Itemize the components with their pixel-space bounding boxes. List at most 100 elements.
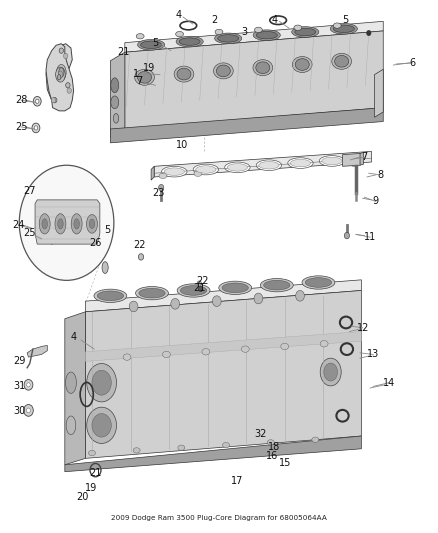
Ellipse shape (267, 440, 274, 445)
Ellipse shape (330, 23, 357, 34)
Text: 24: 24 (12, 220, 25, 230)
Ellipse shape (141, 41, 162, 49)
Polygon shape (85, 290, 361, 458)
Ellipse shape (56, 67, 65, 82)
Ellipse shape (34, 126, 38, 130)
Ellipse shape (312, 437, 319, 442)
Text: 1: 1 (133, 69, 139, 78)
Ellipse shape (227, 164, 247, 171)
Ellipse shape (254, 293, 263, 304)
Ellipse shape (294, 25, 302, 30)
Ellipse shape (253, 60, 272, 76)
Text: 21: 21 (193, 283, 205, 293)
Ellipse shape (319, 156, 345, 166)
Ellipse shape (333, 25, 354, 33)
Ellipse shape (35, 99, 39, 103)
Ellipse shape (48, 238, 55, 247)
Text: 12: 12 (357, 323, 369, 333)
Ellipse shape (59, 68, 64, 77)
Polygon shape (374, 69, 383, 117)
Ellipse shape (159, 173, 167, 179)
Ellipse shape (129, 301, 138, 312)
Ellipse shape (138, 254, 144, 260)
Ellipse shape (87, 364, 117, 402)
Polygon shape (110, 52, 125, 138)
Ellipse shape (27, 383, 30, 387)
Ellipse shape (66, 416, 76, 435)
Text: 25: 25 (24, 229, 36, 238)
Ellipse shape (71, 214, 82, 234)
Ellipse shape (138, 39, 165, 50)
Ellipse shape (176, 36, 203, 47)
Ellipse shape (24, 405, 33, 416)
Polygon shape (125, 31, 383, 129)
Ellipse shape (27, 408, 31, 413)
Ellipse shape (296, 290, 304, 301)
Ellipse shape (332, 53, 351, 69)
Ellipse shape (97, 291, 124, 301)
Ellipse shape (162, 166, 187, 177)
Ellipse shape (292, 27, 319, 37)
Ellipse shape (176, 31, 184, 37)
Ellipse shape (320, 341, 328, 347)
Ellipse shape (74, 219, 79, 229)
Text: 32: 32 (254, 430, 267, 439)
Ellipse shape (32, 123, 40, 133)
Ellipse shape (179, 38, 200, 45)
Text: 27: 27 (24, 186, 36, 196)
Ellipse shape (102, 262, 108, 273)
Ellipse shape (135, 287, 168, 300)
Ellipse shape (367, 30, 371, 36)
Ellipse shape (111, 78, 119, 93)
Text: 28: 28 (15, 95, 27, 105)
Ellipse shape (86, 215, 97, 233)
Ellipse shape (59, 48, 64, 53)
Ellipse shape (253, 30, 280, 41)
Ellipse shape (41, 230, 45, 233)
Ellipse shape (225, 162, 250, 173)
Ellipse shape (33, 96, 41, 106)
Text: 4: 4 (71, 332, 77, 342)
Text: 29: 29 (14, 357, 26, 366)
Ellipse shape (197, 281, 201, 286)
Ellipse shape (196, 166, 216, 173)
Polygon shape (343, 154, 363, 166)
Ellipse shape (66, 372, 76, 393)
Text: 5: 5 (152, 38, 159, 47)
Ellipse shape (290, 159, 311, 167)
Polygon shape (46, 44, 74, 111)
Ellipse shape (320, 358, 341, 386)
Text: 2: 2 (212, 15, 218, 25)
Ellipse shape (39, 228, 46, 236)
Ellipse shape (53, 98, 57, 103)
Ellipse shape (215, 33, 242, 44)
Ellipse shape (113, 114, 119, 123)
Text: 22: 22 (133, 240, 145, 250)
Ellipse shape (58, 71, 63, 78)
Ellipse shape (89, 219, 95, 229)
Ellipse shape (194, 171, 202, 176)
Ellipse shape (111, 96, 119, 109)
Text: 6: 6 (410, 58, 416, 68)
Ellipse shape (264, 280, 290, 290)
Ellipse shape (177, 68, 191, 80)
Polygon shape (65, 436, 361, 472)
Polygon shape (360, 152, 364, 165)
Ellipse shape (193, 164, 219, 175)
Text: 10: 10 (176, 140, 188, 150)
Ellipse shape (66, 83, 70, 88)
Ellipse shape (139, 288, 165, 298)
Circle shape (19, 165, 114, 280)
Ellipse shape (159, 184, 164, 191)
Ellipse shape (51, 98, 56, 103)
Ellipse shape (180, 286, 207, 295)
Ellipse shape (24, 379, 33, 390)
Text: 15: 15 (279, 458, 292, 467)
Ellipse shape (177, 284, 210, 297)
Text: 11: 11 (364, 232, 376, 242)
Text: 2009 Dodge Ram 3500 Plug-Core Diagram for 68005064AA: 2009 Dodge Ram 3500 Plug-Core Diagram fo… (111, 515, 327, 521)
Ellipse shape (324, 363, 338, 381)
Ellipse shape (215, 29, 223, 35)
Ellipse shape (335, 55, 349, 67)
Ellipse shape (223, 442, 230, 448)
